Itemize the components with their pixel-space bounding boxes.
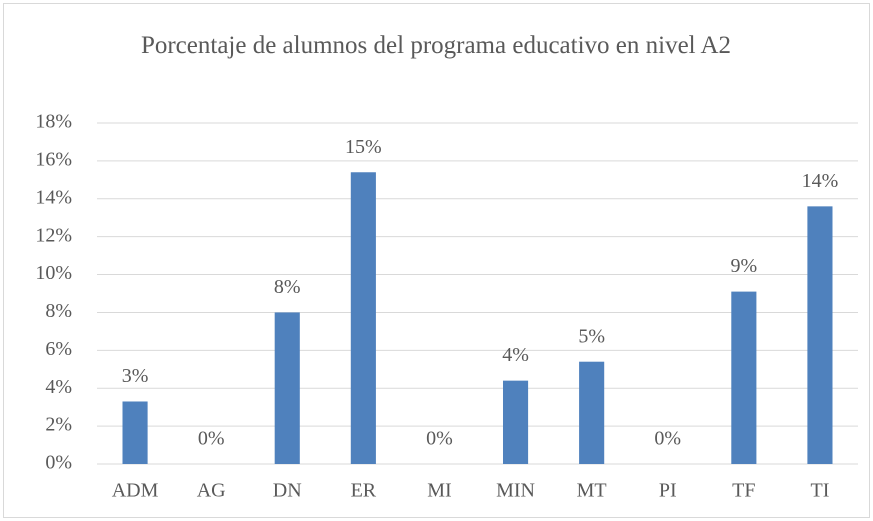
y-tick-label: 10% bbox=[35, 262, 72, 284]
x-tick-label: MIN bbox=[496, 480, 535, 502]
x-tick-label: TI bbox=[811, 480, 830, 502]
bar bbox=[350, 172, 376, 464]
x-tick-label: AG bbox=[197, 480, 226, 502]
y-tick-label: 18% bbox=[35, 111, 72, 133]
data-label: 0% bbox=[654, 428, 681, 450]
bar bbox=[274, 312, 300, 464]
y-tick-label: 6% bbox=[45, 338, 72, 360]
bar bbox=[502, 380, 529, 464]
y-tick-label: 8% bbox=[45, 300, 72, 322]
x-tick-label: ER bbox=[351, 480, 377, 502]
x-tick-label: MI bbox=[427, 480, 451, 502]
data-label: 14% bbox=[802, 170, 839, 192]
data-label: 0% bbox=[198, 428, 225, 450]
x-tick-label: MT bbox=[577, 480, 607, 502]
data-label: 15% bbox=[345, 136, 382, 158]
bar bbox=[579, 361, 605, 464]
data-label: 0% bbox=[426, 428, 453, 450]
y-tick-label: 2% bbox=[45, 414, 72, 436]
x-tick-label: ADM bbox=[112, 480, 159, 502]
bar bbox=[122, 401, 148, 464]
data-label: 9% bbox=[731, 255, 758, 277]
bar bbox=[807, 206, 833, 464]
data-label: 8% bbox=[274, 276, 301, 298]
data-label: 3% bbox=[122, 365, 149, 387]
x-tick-label: TF bbox=[732, 480, 755, 502]
bar bbox=[731, 291, 757, 464]
chart-border bbox=[3, 3, 870, 518]
data-label: 5% bbox=[578, 325, 605, 347]
y-tick-label: 16% bbox=[35, 148, 72, 170]
y-tick-label: 4% bbox=[45, 376, 72, 398]
chart-title: Porcentaje de alumnos del programa educa… bbox=[140, 32, 732, 59]
y-tick-label: 0% bbox=[45, 452, 72, 474]
y-tick-label: 12% bbox=[35, 224, 72, 246]
x-tick-label: DN bbox=[273, 480, 302, 502]
x-tick-label: PI bbox=[659, 480, 677, 502]
y-tick-label: 14% bbox=[35, 186, 72, 208]
data-label: 4% bbox=[502, 344, 529, 366]
